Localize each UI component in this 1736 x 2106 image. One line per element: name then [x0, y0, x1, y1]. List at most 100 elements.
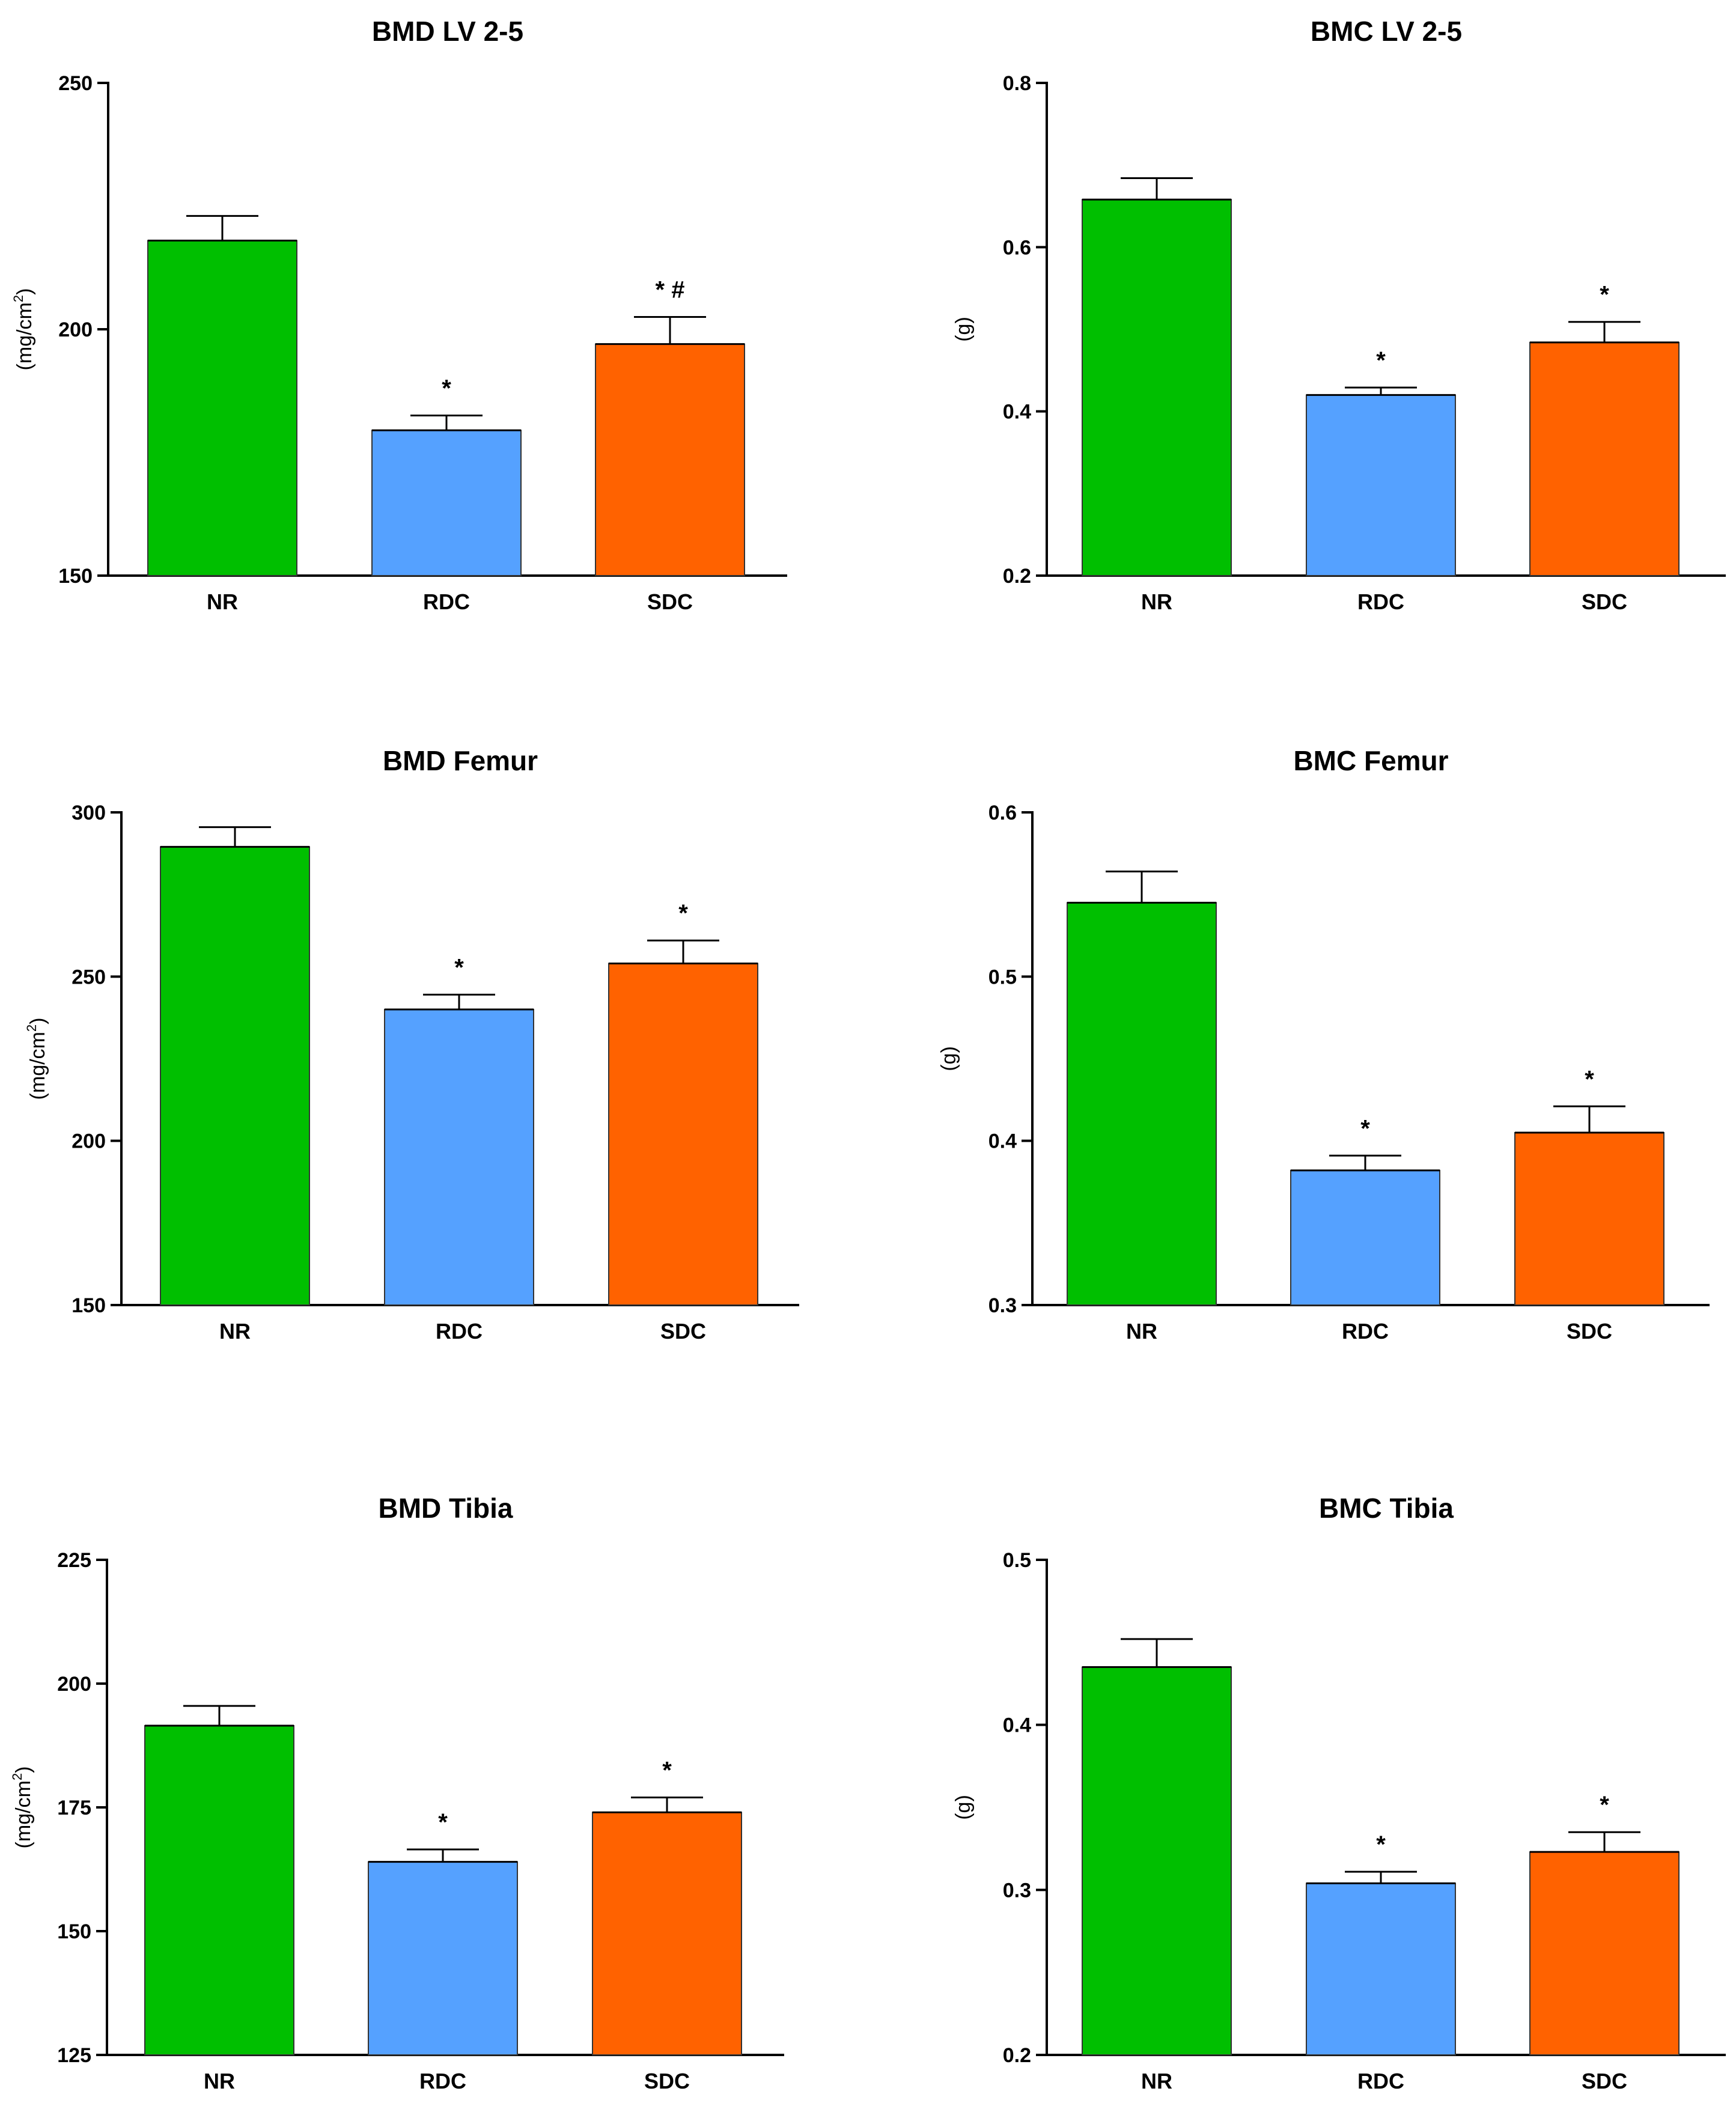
y-axis-title: (mg/cm2): [10, 1767, 35, 1849]
bar-rdc: [371, 430, 522, 576]
y-axis-title: (g): [937, 1046, 960, 1071]
chart-title: BMC Tibia: [1319, 1493, 1454, 1524]
x-category-label: RDC: [436, 1319, 483, 1344]
y-axis-title-unit: (g): [937, 1046, 960, 1071]
y-axis-title-unit: (mg/cm: [12, 1780, 35, 1848]
significance-marker-rdc: *: [454, 954, 464, 981]
significance-marker-rdc: *: [1376, 347, 1386, 374]
y-tick-label: 0.6: [1003, 236, 1031, 259]
chart-panel-2: BMC LV 2-5 0.2 0.4 0.6 0.8 (g) NR RDC * SDC *: [952, 16, 1726, 614]
significance-marker-rdc: *: [438, 1809, 448, 1836]
bar-rdc: [1290, 1169, 1440, 1306]
bar-rdc: [368, 1861, 518, 2056]
y-tick-label: 250: [58, 72, 93, 95]
bar-sdc: [608, 963, 758, 1306]
y-tick-label: 0.4: [988, 1130, 1017, 1153]
y-tick-label: 150: [57, 1920, 91, 1943]
y-tick-label: 0.8: [1003, 72, 1031, 95]
chart-panel-6: BMC Tibia 0.2 0.3 0.4 0.5 (g) NR RDC * SDC *: [952, 1493, 1726, 2093]
y-axis-title-unit: (g): [952, 1795, 975, 1820]
bar-sdc: [1529, 341, 1680, 576]
significance-marker-rdc: *: [442, 376, 451, 402]
y-axis-title: (g): [952, 317, 975, 342]
y-tick-label: 150: [72, 1294, 106, 1317]
x-category-label: SDC: [1567, 1319, 1612, 1344]
y-tick-label: 300: [72, 802, 106, 824]
y-axis-title-superscript: 2: [24, 1024, 39, 1032]
bar-nr: [160, 846, 310, 1306]
y-tick-label: 200: [58, 318, 93, 341]
x-category-label: NR: [1141, 2069, 1172, 2093]
significance-marker-sdc: *: [1600, 282, 1609, 308]
y-axis-title-close: ): [13, 288, 36, 295]
y-axis-title-unit: (mg/cm: [13, 302, 36, 370]
x-category-label: NR: [204, 2069, 235, 2093]
bar-nr: [147, 240, 297, 576]
y-tick-label: 0.4: [1003, 401, 1031, 424]
significance-marker-sdc: *: [1585, 1066, 1594, 1092]
y-axis-title-unit: (mg/cm: [26, 1032, 49, 1100]
bar-sdc: [1514, 1132, 1664, 1306]
chart-panel-1: BMD LV 2-5 150 200 250 (mg/cm2) NR RDC * SDC * #: [11, 16, 787, 614]
bar-rdc: [1306, 1882, 1456, 2056]
chart-title: BMC Femur: [1293, 745, 1448, 776]
x-category-label: NR: [207, 589, 238, 614]
bar-sdc: [595, 343, 745, 576]
y-tick-label: 0.5: [1003, 1549, 1031, 1572]
bar-nr: [1082, 199, 1232, 577]
bar-nr: [1067, 902, 1217, 1306]
x-category-label: SDC: [1582, 589, 1627, 614]
x-category-label: NR: [1141, 589, 1172, 614]
chart-title: BMC LV 2-5: [1311, 16, 1462, 47]
y-axis-title-superscript: 2: [10, 1773, 25, 1780]
significance-marker-sdc: *: [678, 900, 688, 927]
y-tick-label: 0.4: [1003, 1714, 1031, 1737]
significance-marker-rdc: *: [1360, 1115, 1370, 1142]
x-category-label: SDC: [660, 1319, 706, 1344]
bar-sdc: [1529, 1851, 1680, 2056]
x-category-label: RDC: [1357, 589, 1404, 614]
y-tick-label: 200: [72, 1130, 106, 1153]
y-tick-label: 125: [57, 2044, 91, 2067]
x-category-label: SDC: [647, 589, 693, 614]
bar-rdc: [384, 1009, 534, 1306]
y-axis-title-close: ): [26, 1018, 49, 1024]
bar-nr: [1082, 1666, 1232, 2056]
significance-marker-sdc: * #: [656, 277, 685, 303]
x-category-label: SDC: [1582, 2069, 1627, 2093]
bar-nr: [144, 1725, 294, 2056]
significance-marker-sdc: *: [1600, 1792, 1609, 1818]
y-axis-title-close: ): [12, 1767, 35, 1773]
x-category-label: RDC: [1342, 1319, 1389, 1344]
bar-rdc: [1306, 394, 1456, 576]
y-tick-label: 0.5: [988, 966, 1017, 988]
chart-panel-5: BMD Tibia 125 150 175 200 225 (mg/cm2) NR RDC * SD…: [10, 1493, 784, 2093]
y-tick-label: 150: [58, 565, 93, 588]
significance-marker-rdc: *: [1376, 1831, 1386, 1858]
x-category-label: NR: [1126, 1319, 1157, 1344]
chart-panel-4: BMC Femur 0.3 0.4 0.5 0.6 (g) NR RDC * SDC *: [937, 745, 1710, 1344]
y-axis-title-superscript: 2: [11, 295, 26, 302]
y-tick-label: 0.3: [988, 1294, 1017, 1317]
chart-title: BMD Tibia: [378, 1493, 513, 1524]
bar-sdc: [592, 1812, 742, 2056]
y-tick-label: 250: [72, 966, 106, 988]
chart-panel-3: BMD Femur 150 200 250 300 (mg/cm2) NR RDC * SDC *: [24, 745, 799, 1344]
y-axis-title: (g): [952, 1795, 975, 1820]
y-axis-title: (mg/cm2): [11, 288, 36, 371]
y-axis-title: (mg/cm2): [24, 1018, 49, 1100]
y-tick-label: 0.6: [988, 802, 1017, 824]
y-tick-label: 0.2: [1003, 565, 1031, 588]
y-axis-title-unit: (g): [952, 317, 975, 342]
y-tick-label: 0.2: [1003, 2044, 1031, 2067]
y-tick-label: 175: [57, 1797, 91, 1819]
significance-marker-sdc: *: [662, 1758, 672, 1784]
x-category-label: RDC: [423, 589, 470, 614]
y-tick-label: 225: [57, 1549, 91, 1572]
chart-title: BMD Femur: [383, 745, 538, 776]
x-category-label: NR: [219, 1319, 251, 1344]
x-category-label: RDC: [419, 2069, 466, 2093]
chart-title: BMD LV 2-5: [372, 16, 523, 47]
x-category-label: RDC: [1357, 2069, 1404, 2093]
